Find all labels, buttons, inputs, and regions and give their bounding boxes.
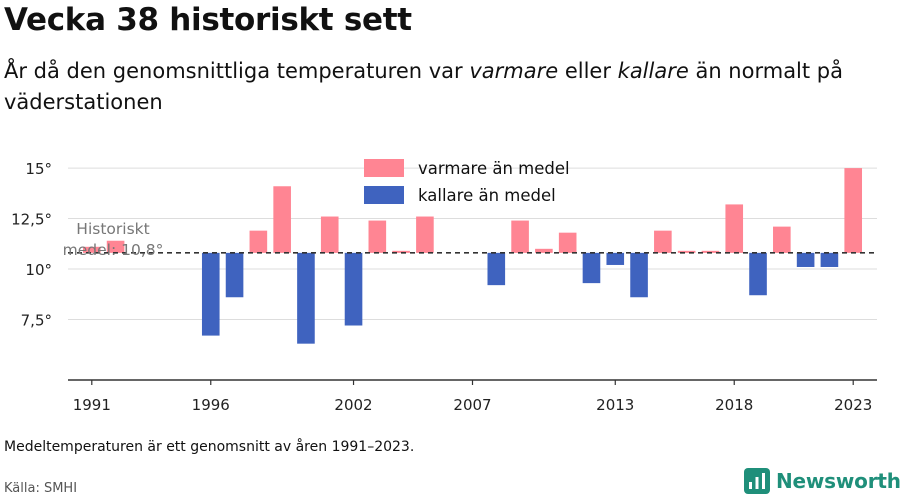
chart-subtitle: År då den genomsnittliga temperaturen va… bbox=[4, 56, 864, 118]
y-tick-label: 15° bbox=[25, 160, 52, 178]
x-tick-label: 2023 bbox=[834, 396, 872, 414]
bar-2020 bbox=[773, 226, 791, 253]
bar-2014 bbox=[630, 252, 648, 298]
legend-label-warm: varmare än medel bbox=[418, 159, 570, 178]
x-tick-label: 2018 bbox=[715, 396, 753, 414]
x-tick-label: 2013 bbox=[596, 396, 634, 414]
page-title: Vecka 38 historiskt sett bbox=[4, 2, 412, 38]
legend-swatch-cold bbox=[364, 186, 404, 204]
reference-label-line2: medel: 10,8° bbox=[63, 241, 164, 259]
bar-2018 bbox=[725, 204, 744, 253]
bar-2002 bbox=[344, 252, 363, 326]
legend-label-cold: kallare än medel bbox=[418, 186, 556, 205]
x-tick-label: 2007 bbox=[453, 396, 491, 414]
subtitle-part1: År då den genomsnittliga temperaturen va… bbox=[4, 59, 470, 83]
bar-2022 bbox=[820, 252, 839, 267]
bar-2016 bbox=[677, 250, 696, 253]
bar-1999 bbox=[273, 186, 291, 253]
x-tick-label: 1991 bbox=[73, 396, 111, 414]
bar-2013 bbox=[606, 252, 625, 265]
bar-2009 bbox=[511, 220, 529, 253]
bar-2001 bbox=[320, 216, 339, 253]
bar-1996 bbox=[201, 252, 220, 336]
bar-2017 bbox=[701, 250, 720, 253]
bar-2021 bbox=[796, 252, 815, 267]
y-tick-label: 12,5° bbox=[11, 211, 52, 229]
bar-2012 bbox=[582, 252, 601, 284]
y-tick-label: 7,5° bbox=[21, 311, 52, 329]
bar-2011 bbox=[558, 232, 577, 253]
subtitle-warm-word: varmare bbox=[469, 59, 559, 83]
source-note: Källa: SMHI bbox=[4, 481, 78, 496]
legend-swatch-warm bbox=[364, 159, 404, 177]
bar-2008 bbox=[487, 252, 506, 286]
brand-logo: Newsworthy bbox=[744, 468, 900, 494]
newsworthy-logo-icon bbox=[744, 468, 770, 494]
brand-name: Newsworthy bbox=[776, 469, 900, 493]
bar-2003 bbox=[368, 220, 387, 253]
bar-2004 bbox=[392, 250, 410, 253]
footnote: Medeltemperaturen är ett genomsnitt av å… bbox=[4, 439, 415, 455]
x-tick-label: 2002 bbox=[334, 396, 372, 414]
bar-2005 bbox=[416, 216, 434, 253]
reference-label-line1: Historiskt bbox=[76, 220, 149, 238]
subtitle-part2: eller bbox=[558, 59, 618, 83]
bar-1997 bbox=[225, 252, 244, 298]
bar-2010 bbox=[535, 248, 553, 253]
bar-2015 bbox=[654, 230, 672, 253]
subtitle-part3: än normalt på väderstationen bbox=[4, 59, 843, 114]
bar-1992 bbox=[106, 240, 125, 253]
x-tick-label: 1996 bbox=[192, 396, 230, 414]
subtitle-cold-word: kallare bbox=[617, 59, 689, 83]
bar-2019 bbox=[749, 252, 767, 296]
y-tick-label: 10° bbox=[25, 261, 52, 279]
bar-1998 bbox=[249, 230, 268, 253]
bar-2000 bbox=[297, 252, 315, 344]
bar-2023 bbox=[844, 168, 863, 253]
temperature-bar-chart: 7,5° 10° 12,5° 15° Historiskt medel: 10,8° 199… bbox=[11, 159, 877, 414]
bar-1991 bbox=[82, 246, 101, 253]
